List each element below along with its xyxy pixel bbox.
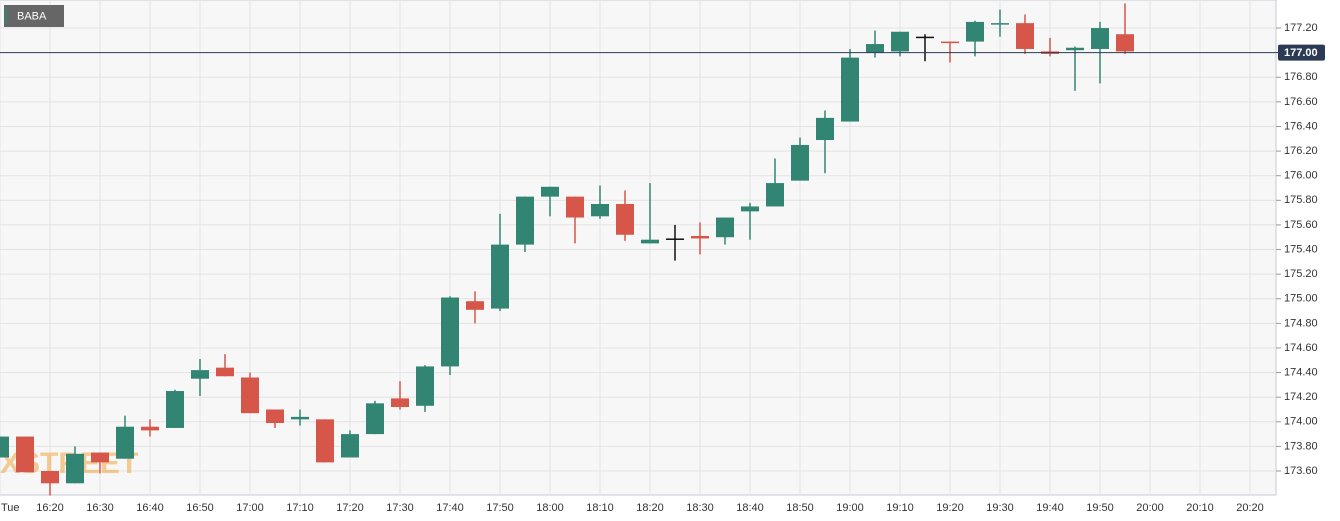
y-tick-label: 174.40 (1284, 366, 1318, 378)
y-tick-label: 175.60 (1284, 219, 1318, 231)
candle-body (966, 21, 984, 42)
x-tick-label: 17:40 (436, 502, 464, 514)
candle-body (541, 186, 559, 197)
candle-body (141, 426, 159, 431)
legend-box (4, 5, 64, 27)
candle-body (616, 204, 634, 235)
x-tick-label: 18:20 (636, 502, 664, 514)
candle-body (91, 452, 109, 463)
y-tick-label: 175.80 (1284, 194, 1318, 206)
y-tick-label: 176.20 (1284, 145, 1318, 157)
candle-body (491, 244, 509, 309)
candle-body (0, 436, 9, 458)
y-tick-label: 176.00 (1284, 170, 1318, 182)
y-tick-label: 175.20 (1284, 268, 1318, 280)
candle-body (716, 217, 734, 238)
candle-body (691, 235, 709, 239)
candle-body (516, 196, 534, 245)
candle-body (291, 416, 309, 420)
candle-body (791, 144, 809, 181)
y-tick-label: 176.40 (1284, 120, 1318, 132)
x-tick-label: 18:40 (736, 502, 764, 514)
candle-body (641, 239, 659, 244)
x-tick-label: 20:20 (1236, 502, 1264, 514)
x-tick-label: 18:10 (586, 502, 614, 514)
candle-body (1116, 34, 1134, 52)
candle-body (566, 196, 584, 218)
candle-body (316, 419, 334, 463)
candle-body (266, 409, 284, 424)
x-tick-label: 19:40 (1036, 502, 1064, 514)
candle-body (1091, 28, 1109, 49)
candle-body (816, 117, 834, 141)
candle-body (916, 36, 934, 39)
x-tick-label: 16:20 (36, 502, 64, 514)
y-tick-label: 176.60 (1284, 96, 1318, 108)
candle-body (941, 41, 959, 44)
candle-body (16, 436, 34, 473)
x-tick-label: 19:10 (886, 502, 914, 514)
x-tick-label: 17:50 (486, 502, 514, 514)
candle-body (891, 31, 909, 52)
candle-body (441, 297, 459, 367)
y-tick-label: 173.60 (1284, 465, 1318, 477)
candle-body (866, 44, 884, 53)
legend-swatch (5, 8, 7, 24)
candle-body (841, 57, 859, 122)
x-tick-label: 19:30 (986, 502, 1014, 514)
x-tick-label: 17:10 (286, 502, 314, 514)
y-tick-label: 174.20 (1284, 391, 1318, 403)
candle-body (341, 434, 359, 458)
x-tick-label: 19:00 (836, 502, 864, 514)
candle-body (41, 471, 59, 484)
candle-body (1016, 23, 1034, 49)
x-tick-label: 17:00 (236, 502, 264, 514)
x-tick-label: 18:50 (786, 502, 814, 514)
candle-body (1066, 47, 1084, 51)
x-tick-label: 19:20 (936, 502, 964, 514)
candle-body (216, 367, 234, 377)
x-tick-label: 18:30 (686, 502, 714, 514)
y-tick-label: 177.20 (1284, 22, 1318, 34)
candle-body (116, 426, 134, 459)
x-tick-label: 19:50 (1086, 502, 1114, 514)
y-tick-label: 175.00 (1284, 293, 1318, 305)
candle-body (366, 403, 384, 435)
y-tick-label: 173.80 (1284, 440, 1318, 452)
candle-body (391, 398, 409, 408)
candle-body (66, 453, 84, 484)
x-tick-label: 18:00 (536, 502, 564, 514)
y-tick-label: 174.60 (1284, 342, 1318, 354)
y-tick-label: 174.00 (1284, 416, 1318, 428)
last-price-box (1278, 44, 1325, 61)
candle-body (591, 204, 609, 217)
candle-body (991, 23, 1009, 25)
x-tick-label: 17:30 (386, 502, 414, 514)
candle-body (741, 206, 759, 212)
candle-body (166, 391, 184, 428)
candle-body (766, 183, 784, 207)
candle-body (466, 301, 484, 310)
candle-body (191, 370, 209, 379)
y-tick-label: 175.40 (1284, 243, 1318, 255)
legend-label: BABA (17, 10, 47, 22)
last-price-label: 177.00 (1284, 47, 1318, 59)
y-tick-label: 174.80 (1284, 317, 1318, 329)
x-tick-label: 17:20 (336, 502, 364, 514)
x-tick-label: Tue (1, 502, 20, 514)
x-tick-label: 16:40 (136, 502, 164, 514)
candle-body (416, 366, 434, 406)
plot-area (0, 0, 1277, 496)
y-tick-label: 176.80 (1284, 71, 1318, 83)
candle-body (241, 377, 259, 414)
x-tick-label: 20:10 (1186, 502, 1214, 514)
candle-body (666, 238, 684, 240)
x-tick-label: 16:30 (86, 502, 114, 514)
x-tick-label: 20:00 (1136, 502, 1164, 514)
x-tick-label: 16:50 (186, 502, 214, 514)
